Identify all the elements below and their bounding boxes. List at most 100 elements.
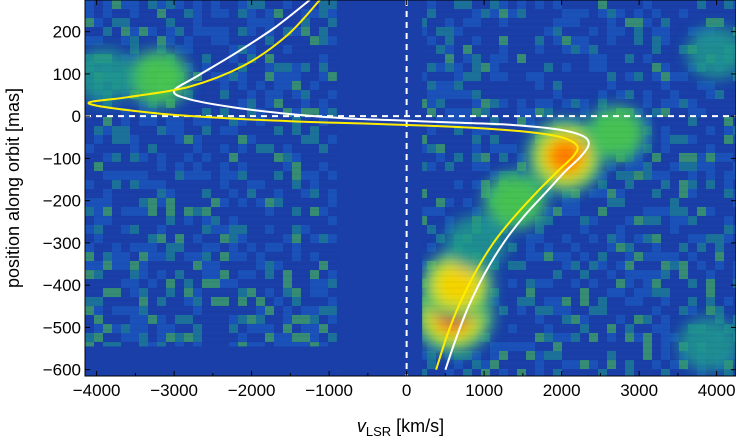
noise-pixel <box>301 90 310 99</box>
noise-pixel <box>103 198 112 207</box>
noise-pixel <box>562 207 571 216</box>
noise-pixel <box>634 9 643 18</box>
emission-level <box>435 264 479 306</box>
noise-pixel <box>562 36 571 45</box>
noise-pixel <box>436 45 445 54</box>
noise-pixel <box>688 117 697 126</box>
noise-pixel <box>607 9 616 18</box>
noise-pixel <box>508 324 517 333</box>
noise-pixel <box>148 252 157 261</box>
noise-pixel <box>301 27 310 36</box>
noise-pixel <box>517 54 526 63</box>
noise-pixel <box>634 333 643 342</box>
emission-level <box>548 139 583 173</box>
noise-pixel <box>436 81 445 90</box>
noise-pixel <box>472 108 481 117</box>
noise-pixel <box>526 279 535 288</box>
noise-pixel <box>265 144 274 153</box>
noise-pixel <box>157 153 166 162</box>
noise-pixel <box>112 243 121 252</box>
noise-pixel <box>661 81 670 90</box>
noise-pixel <box>445 54 454 63</box>
noise-pixel <box>175 126 184 135</box>
noise-pixel <box>544 99 553 108</box>
noise-pixel <box>220 198 229 207</box>
noise-pixel <box>526 108 535 117</box>
noise-pixel <box>733 0 736 9</box>
noise-pixel <box>175 171 184 180</box>
noise-pixel <box>211 72 220 81</box>
noise-pixel <box>157 225 166 234</box>
noise-pixel <box>454 360 463 369</box>
noise-pixel <box>283 333 292 342</box>
noise-pixel <box>247 108 256 117</box>
noise-pixel <box>238 81 247 90</box>
noise-pixel <box>166 36 175 45</box>
noise-pixel <box>454 81 463 90</box>
noise-pixel <box>193 117 202 126</box>
noise-pixel <box>211 36 220 45</box>
noise-pixel <box>472 54 481 63</box>
noise-pixel <box>598 261 607 270</box>
noise-pixel <box>670 360 679 369</box>
noise-pixel <box>274 333 283 342</box>
noise-pixel <box>697 243 706 252</box>
noise-pixel <box>724 216 733 225</box>
noise-pixel <box>310 234 319 243</box>
noise-pixel <box>706 162 715 171</box>
noise-pixel <box>238 135 247 144</box>
noise-pixel <box>85 9 94 18</box>
noise-pixel <box>310 135 319 144</box>
noise-pixel <box>283 72 292 81</box>
noise-pixel <box>139 117 148 126</box>
noise-pixel <box>598 369 607 376</box>
noise-pixel <box>697 108 706 117</box>
noise-pixel <box>706 153 715 162</box>
noise-pixel <box>652 108 661 117</box>
noise-pixel <box>481 360 490 369</box>
noise-pixel <box>112 180 121 189</box>
noise-pixel <box>427 108 436 117</box>
noise-pixel <box>328 234 337 243</box>
noise-pixel <box>643 216 652 225</box>
masked-regions <box>85 0 423 376</box>
noise-pixel <box>211 225 220 234</box>
noise-pixel <box>589 360 598 369</box>
noise-pixel <box>670 198 679 207</box>
noise-pixel <box>490 72 499 81</box>
noise-pixel <box>580 9 589 18</box>
noise-pixel <box>580 297 589 306</box>
noise-pixel <box>688 180 697 189</box>
noise-pixel <box>94 297 103 306</box>
noise-pixel <box>571 36 580 45</box>
noise-pixel <box>661 333 670 342</box>
noise-pixel <box>229 72 238 81</box>
noise-pixel <box>481 108 490 117</box>
noise-pixel <box>706 180 715 189</box>
noise-pixel <box>688 252 697 261</box>
noise-pixel <box>274 153 283 162</box>
noise-pixel <box>265 18 274 27</box>
noise-pixel <box>121 225 130 234</box>
noise-pixel <box>607 270 616 279</box>
noise-pixel <box>463 351 472 360</box>
noise-pixel <box>193 207 202 216</box>
noise-pixel <box>292 27 301 36</box>
noise-pixel <box>175 27 184 36</box>
noise-pixel <box>238 171 247 180</box>
noise-pixel <box>472 90 481 99</box>
noise-pixel <box>184 297 193 306</box>
noise-pixel <box>499 9 508 18</box>
noise-pixel <box>526 252 535 261</box>
noise-pixel <box>121 0 130 9</box>
noise-pixel <box>139 315 148 324</box>
noise-pixel <box>517 306 526 315</box>
noise-pixel <box>526 351 535 360</box>
noise-pixel <box>580 270 589 279</box>
noise-pixel <box>490 360 499 369</box>
noise-pixel <box>679 306 688 315</box>
noise-pixel <box>238 63 247 72</box>
noise-pixel <box>580 225 589 234</box>
noise-pixel <box>643 135 652 144</box>
noise-pixel <box>670 207 679 216</box>
